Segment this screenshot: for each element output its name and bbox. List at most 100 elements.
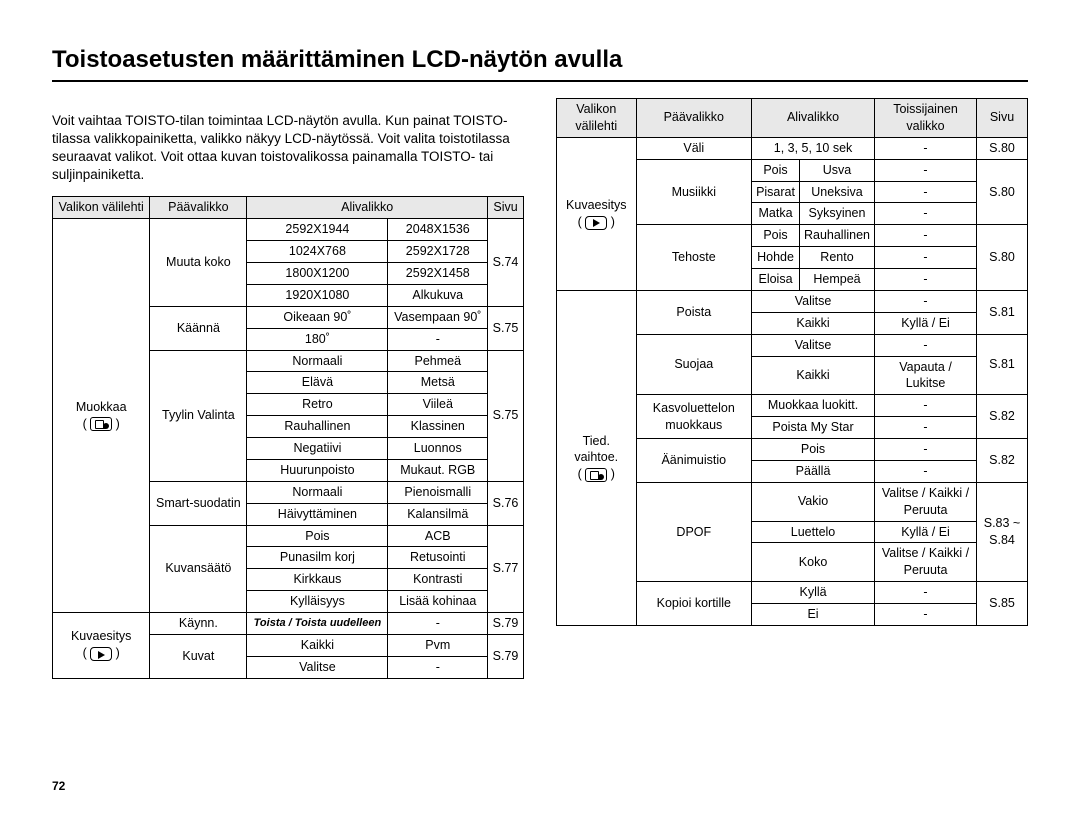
- cell: Pois: [247, 525, 388, 547]
- cell: 2048X1536: [388, 219, 488, 241]
- cell: Häivyttäminen: [247, 503, 388, 525]
- page-ref: S.85: [977, 582, 1028, 626]
- tab-kuvaesitys: Kuvaesitys ( ): [53, 613, 150, 679]
- main-kuvansaato: Kuvansäätö: [150, 525, 247, 613]
- cell: Negatiivi: [247, 438, 388, 460]
- cell: Vapauta / Lukitse: [875, 356, 977, 395]
- main-kaynn: Käynn.: [150, 613, 247, 635]
- page-ref: S.76: [488, 481, 524, 525]
- main-kuvat: Kuvat: [150, 634, 247, 678]
- cell: 1, 3, 5, 10 sek: [752, 137, 875, 159]
- cell: Metsä: [388, 372, 488, 394]
- hdr-sub: Alivalikko: [752, 99, 875, 138]
- cell: Rento: [799, 247, 874, 269]
- cell: -: [875, 225, 977, 247]
- cell: Kyllä / Ei: [875, 312, 977, 334]
- tab-muokkaa: Muokkaa ( ): [53, 219, 150, 613]
- cell: -: [875, 417, 977, 439]
- cell: -: [875, 460, 977, 482]
- cell: -: [388, 613, 488, 635]
- cell: Valitse / Kaikki / Peruuta: [875, 482, 977, 521]
- hdr-tab: Valikon välilehti: [557, 99, 637, 138]
- cell: Normaali: [247, 350, 388, 372]
- cell: Hempeä: [799, 269, 874, 291]
- edit-icon: [585, 468, 607, 482]
- hdr-main: Päävalikko: [150, 197, 247, 219]
- left-column: Voit vaihtaa TOISTO-tilan toimintaa LCD-…: [52, 98, 524, 679]
- main-tehoste: Tehoste: [636, 225, 752, 291]
- page-ref: S.80: [977, 159, 1028, 225]
- main-musiikki: Musiikki: [636, 159, 752, 225]
- main-vali: Väli: [636, 137, 752, 159]
- right-table: Valikon välilehti Päävalikko Alivalikko …: [556, 98, 1028, 626]
- intro-text: Voit vaihtaa TOISTO-tilan toimintaa LCD-…: [52, 112, 524, 185]
- cell: -: [875, 604, 977, 626]
- page-ref: S.79: [488, 634, 524, 678]
- cell: Klassinen: [388, 416, 488, 438]
- cell: Kyllä: [752, 582, 875, 604]
- cell: 1024X768: [247, 241, 388, 263]
- cell: Päällä: [752, 460, 875, 482]
- cell: Retro: [247, 394, 388, 416]
- cell: -: [388, 328, 488, 350]
- cell: 2592X1458: [388, 263, 488, 285]
- cell: Toista / Toista uudelleen: [247, 613, 388, 635]
- main-dpof: DPOF: [636, 482, 752, 581]
- cell: Poista My Star: [752, 417, 875, 439]
- left-table: Valikon välilehti Päävalikko Alivalikko …: [52, 196, 524, 678]
- cell: Muokkaa luokitt.: [752, 395, 875, 417]
- cell: Kyllä / Ei: [875, 521, 977, 543]
- page-ref: S.82: [977, 439, 1028, 483]
- cell: Kaikki: [752, 356, 875, 395]
- cell: Pisarat: [752, 181, 800, 203]
- cell: Valitse: [752, 290, 875, 312]
- cell: Ei: [752, 604, 875, 626]
- cell: Hohde: [752, 247, 800, 269]
- cell: -: [875, 181, 977, 203]
- cell: -: [875, 582, 977, 604]
- cell: 2592X1944: [247, 219, 388, 241]
- cell: -: [875, 395, 977, 417]
- page-ref: S.82: [977, 395, 1028, 439]
- cell: Pois: [752, 225, 800, 247]
- page-ref: S.79: [488, 613, 524, 635]
- cell: Luettelo: [752, 521, 875, 543]
- cell: Rauhallinen: [799, 225, 874, 247]
- hdr-sub: Alivalikko: [247, 197, 488, 219]
- cell: Kalansilmä: [388, 503, 488, 525]
- cell: Kirkkaus: [247, 569, 388, 591]
- main-kasvo: Kasvoluettelon muokkaus: [636, 395, 752, 439]
- cell: Kaikki: [752, 312, 875, 334]
- cell: Kontrasti: [388, 569, 488, 591]
- cell: Lisää kohinaa: [388, 591, 488, 613]
- cell: -: [875, 269, 977, 291]
- page-ref: S.75: [488, 306, 524, 350]
- page-ref: S.77: [488, 525, 524, 613]
- cell: Vakio: [752, 482, 875, 521]
- cell: -: [875, 159, 977, 181]
- hdr-secondary: Toissijainen valikko: [875, 99, 977, 138]
- main-suojaa: Suojaa: [636, 334, 752, 395]
- page-ref: S.83 ~ S.84: [977, 482, 1028, 581]
- edit-icon: [90, 417, 112, 431]
- cell: Uneksiva: [799, 181, 874, 203]
- title-rule: [52, 80, 1028, 82]
- cell: Viileä: [388, 394, 488, 416]
- cell: 2592X1728: [388, 241, 488, 263]
- main-tyylin: Tyylin Valinta: [150, 350, 247, 481]
- cell: -: [875, 247, 977, 269]
- cell: Kaikki: [247, 634, 388, 656]
- cell: -: [875, 439, 977, 461]
- cell: Matka: [752, 203, 800, 225]
- cell: Oikeaan 90˚: [247, 306, 388, 328]
- cell: Retusointi: [388, 547, 488, 569]
- cell: -: [875, 290, 977, 312]
- cell: Valitse: [752, 334, 875, 356]
- cell: Eloisa: [752, 269, 800, 291]
- cell: Kylläisyys: [247, 591, 388, 613]
- cell: -: [875, 203, 977, 225]
- page-ref: S.80: [977, 225, 1028, 291]
- tab-kuvaesitys-r: Kuvaesitys ( ): [557, 137, 637, 290]
- cell: Pois: [752, 159, 800, 181]
- cell: Mukaut. RGB: [388, 459, 488, 481]
